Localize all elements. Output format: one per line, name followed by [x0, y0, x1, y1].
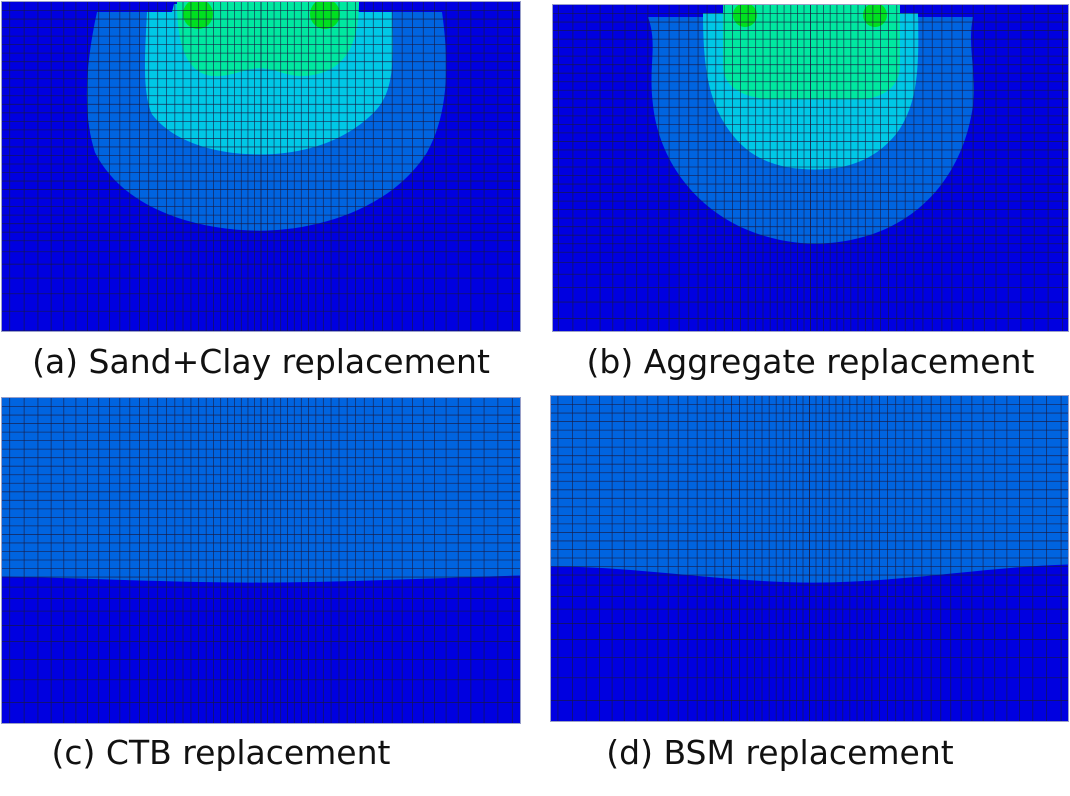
caption-c: (c) CTB replacement: [51, 733, 391, 772]
contour-level-5-left: [733, 5, 757, 28]
contour-svg-a: [2, 2, 520, 331]
contour-plot-aggregate: [552, 4, 1069, 332]
finite-element-mesh: [2, 398, 520, 723]
finite-element-mesh: [2, 2, 520, 331]
contour-level-4: [723, 5, 900, 100]
contour-plot-ctb: [1, 397, 521, 724]
finite-element-mesh: [551, 396, 1068, 721]
contour-svg-c: [2, 398, 520, 723]
contour-svg-b: [553, 5, 1068, 331]
contour-plot-bsm: [550, 395, 1069, 722]
contour-level-5-left: [183, 2, 213, 30]
caption-a: (a) Sand+Clay replacement: [32, 342, 490, 381]
caption-b: (b) Aggregate replacement: [586, 342, 1035, 381]
contour-svg-d: [551, 396, 1068, 721]
finite-element-mesh: [553, 5, 1068, 331]
contour-plot-sand-clay: [1, 1, 521, 332]
caption-d: (d) BSM replacement: [606, 733, 954, 772]
contour-level-5-right: [310, 2, 340, 30]
